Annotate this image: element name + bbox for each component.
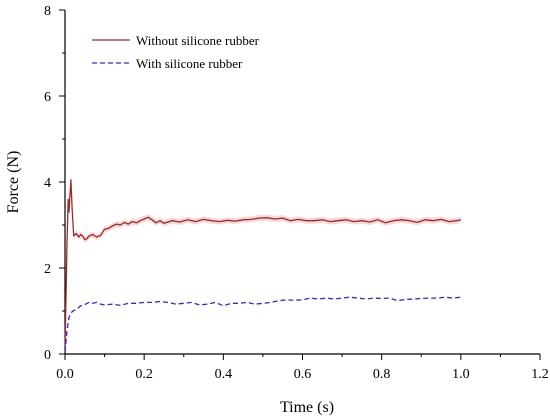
y-tick-label: 2 [44, 262, 51, 277]
x-tick-label: 0.6 [294, 367, 312, 382]
axis-ticks: 0.0 0.2 0.4 0.6 0.8 1.0 1.2 0 2 4 6 8 [44, 4, 549, 382]
x-tick-label: 0.8 [373, 367, 391, 382]
series-2-line [64, 296, 461, 352]
x-tick-label: 1.0 [452, 367, 470, 382]
legend: Without silicone rubber With silicone rub… [92, 33, 260, 71]
x-tick-label: 0.2 [135, 367, 153, 382]
y-tick-label: 4 [44, 176, 51, 191]
x-tick-label: 0.0 [56, 367, 74, 382]
y-axis-title: Force (N) [5, 151, 22, 214]
y-tick-label: 0 [44, 348, 51, 363]
y-tick-label: 8 [44, 4, 51, 19]
y-tick-label: 6 [44, 90, 51, 105]
series-1-band [65, 176, 461, 353]
x-axis-title: Time (s) [280, 399, 334, 416]
series-1-line [64, 179, 461, 350]
x-tick-label: 0.4 [215, 367, 233, 382]
x-tick-label: 1.2 [531, 367, 549, 382]
legend-label: Without silicone rubber [136, 33, 260, 48]
plot-area [64, 176, 461, 353]
legend-label: With silicone rubber [136, 56, 243, 71]
